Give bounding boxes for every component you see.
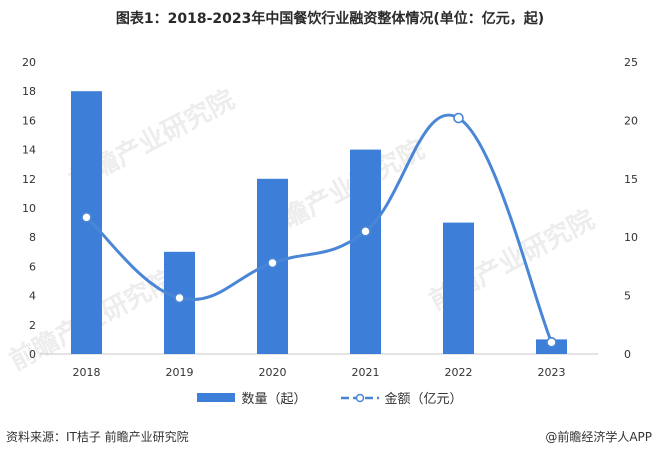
y-right-tick-label: 20 xyxy=(624,114,638,127)
y-left-tick-label: 16 xyxy=(22,114,36,127)
y-left-tick-label: 0 xyxy=(29,348,36,361)
y-left-tick-label: 14 xyxy=(22,144,36,157)
x-tick-label: 2022 xyxy=(445,366,473,379)
y-left-tick-label: 10 xyxy=(22,202,36,215)
legend-item-bar: 数量（起） xyxy=(197,388,307,407)
y-left-tick-label: 12 xyxy=(22,173,36,186)
y-left-tick-label: 20 xyxy=(22,56,36,69)
y-left-tick-label: 4 xyxy=(29,290,36,303)
legend-item-line: 金额（亿元） xyxy=(340,388,463,407)
x-tick-label: 2018 xyxy=(73,366,101,379)
y-left-tick-label: 2 xyxy=(29,319,36,332)
legend-label-bar: 数量（起） xyxy=(241,392,307,407)
x-tick-label: 2019 xyxy=(166,366,194,379)
combo-chart: 0 2 4 6 8 10 12 14 16 18 20 0 5 10 15 20 25 2018 2019 2020 2… xyxy=(22,56,638,379)
line-point xyxy=(453,112,464,124)
y-right-tick-label: 25 xyxy=(624,56,638,69)
y-right-tick-label: 5 xyxy=(624,290,631,303)
x-tick-label: 2023 xyxy=(538,366,566,379)
legend-bar-swatch xyxy=(197,393,236,402)
line-point xyxy=(267,257,278,269)
bar xyxy=(350,149,381,354)
source-note: 资料来源：IT桔子 前瞻产业研究院 xyxy=(6,430,189,444)
y-left-tick-label: 6 xyxy=(29,260,36,273)
bar xyxy=(443,222,474,354)
y-right-tick-label: 0 xyxy=(624,348,631,361)
y-left-tick-label: 18 xyxy=(22,85,36,98)
line-point xyxy=(174,292,185,304)
chart-title: 图表1：2018-2023年中国餐饮行业融资整体情况(单位：亿元，起) xyxy=(115,11,545,27)
y-left-tick-label: 8 xyxy=(29,231,36,244)
legend-line-swatch xyxy=(340,393,379,402)
legend-label-line: 金额（亿元） xyxy=(384,392,463,407)
y-right-tick-label: 15 xyxy=(624,173,638,186)
line-point xyxy=(360,226,371,237)
x-tick-label: 2021 xyxy=(352,366,380,379)
x-tick-label: 2020 xyxy=(259,366,287,379)
series-line xyxy=(85,113,553,344)
y-right-tick-label: 10 xyxy=(624,231,638,244)
legend: 数量（起） 金额（亿元） xyxy=(0,388,660,407)
line-point xyxy=(546,337,557,348)
brand-label: @前瞻经济学人APP xyxy=(545,430,652,444)
line-point xyxy=(81,212,92,223)
